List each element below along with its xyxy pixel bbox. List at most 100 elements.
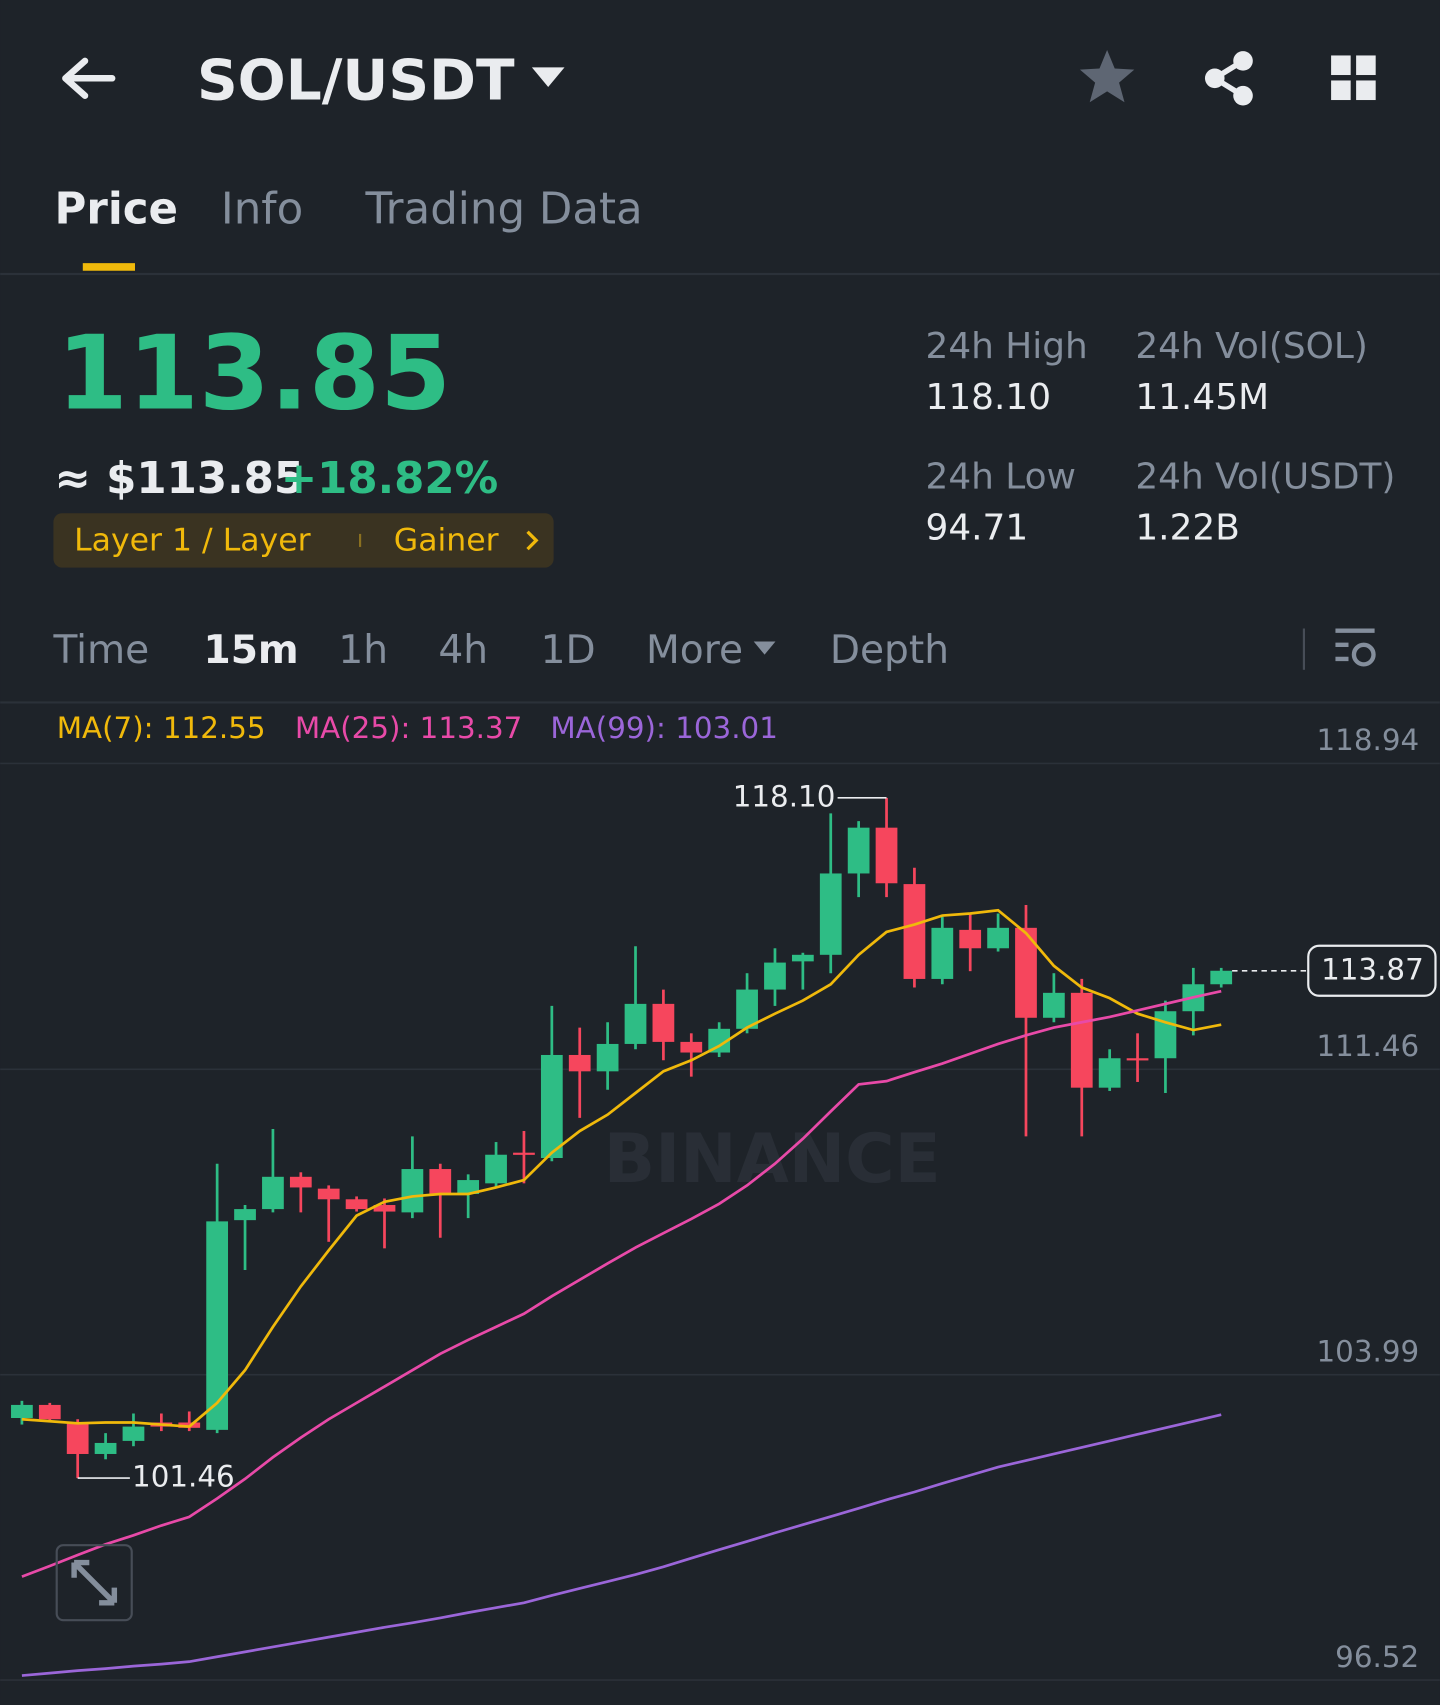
ma-line <box>21 908 1222 1428</box>
stat-value: 11.45M <box>1135 377 1269 418</box>
candle-body <box>1070 992 1093 1088</box>
candle-body <box>122 1426 145 1441</box>
tab-indicator <box>82 263 135 271</box>
interval[interactable]: Depth <box>830 628 949 673</box>
grid-menu-icon[interactable] <box>1331 55 1376 101</box>
share-icon[interactable] <box>1204 51 1253 106</box>
candle-body <box>1098 1058 1121 1088</box>
y-tick-label: 118.94 <box>1316 723 1419 757</box>
tab[interactable]: Trading Data <box>365 185 643 235</box>
candle-body <box>875 827 898 884</box>
candle-body <box>847 827 870 874</box>
stat-value: 1.22B <box>1135 508 1240 549</box>
last-price-label: 113.87 <box>1321 952 1424 986</box>
candle-body <box>206 1221 229 1430</box>
candle-body <box>959 929 982 949</box>
watermark: BINANCE <box>604 1119 941 1198</box>
high-label: 118.10 <box>733 779 836 813</box>
stat-label: 24h High <box>926 326 1088 367</box>
candle-body <box>317 1188 340 1200</box>
candle-body <box>345 1199 368 1210</box>
tab[interactable]: Info <box>221 185 303 235</box>
candle-body <box>513 1152 535 1155</box>
candle-body <box>38 1404 61 1420</box>
candle-body <box>819 873 842 955</box>
candle-body <box>262 1176 284 1210</box>
interval[interactable]: 1D <box>541 628 596 673</box>
tab[interactable]: Price <box>55 185 179 235</box>
y-tick-label: 103.99 <box>1316 1334 1419 1368</box>
candle-body <box>652 1003 675 1042</box>
candle-body <box>1154 1011 1177 1059</box>
expand-button[interactable] <box>55 1544 133 1622</box>
ma-line <box>21 1413 1222 1677</box>
candle-body <box>1210 970 1233 985</box>
last-price-box <box>1307 944 1437 997</box>
candle-body <box>457 1180 480 1194</box>
candle-body <box>624 1003 647 1044</box>
grid: 96.52 103.99 111.46 118.94 <box>0 723 1440 1681</box>
interval[interactable]: 4h <box>438 628 488 673</box>
grid-cell <box>1356 80 1376 101</box>
legend-entry: MA(99): 103.01 <box>550 711 778 745</box>
tag-box[interactable] <box>53 513 554 568</box>
candle-body <box>708 1028 731 1053</box>
last-price: 113.85 <box>57 314 451 433</box>
candle-body <box>429 1169 452 1194</box>
more-dropdown-icon[interactable] <box>753 641 776 655</box>
back-button[interactable] <box>62 57 116 99</box>
pair-dropdown-icon[interactable] <box>531 67 565 87</box>
candle-body <box>680 1041 703 1053</box>
candle-body <box>987 927 1009 949</box>
plot: 118.10 101.46 113.87 <box>11 779 1437 1677</box>
candle-body <box>234 1209 256 1221</box>
legend-entry: MA(25): 113.37 <box>295 711 523 745</box>
stat-label: 24h Vol(USDT) <box>1135 456 1395 497</box>
interval[interactable]: More <box>646 628 743 673</box>
candle-body <box>1126 1058 1149 1061</box>
low-label: 101.46 <box>132 1460 235 1494</box>
candle-body <box>931 927 954 979</box>
pair-title[interactable]: SOL/USDT <box>197 48 515 113</box>
interval[interactable]: 1h <box>338 628 388 673</box>
grid-cell <box>1356 55 1376 76</box>
settings-lines <box>1335 628 1375 662</box>
legend-entry: MA(7): 112.55 <box>57 711 266 745</box>
price-change: +18.82% <box>281 454 499 504</box>
y-tick-label: 96.52 <box>1335 1640 1419 1674</box>
favorite-icon[interactable] <box>1079 50 1135 103</box>
candle-body <box>401 1169 424 1213</box>
candle-body <box>11 1404 33 1419</box>
candle-body <box>736 989 758 1029</box>
candle-body <box>94 1442 117 1454</box>
candle-body <box>903 884 926 979</box>
grid-cell <box>1331 80 1351 101</box>
candle-body <box>764 962 786 990</box>
grid-cell <box>1331 55 1351 76</box>
interval[interactable]: Time <box>52 628 149 673</box>
stat-value: 118.10 <box>926 377 1052 418</box>
fiat-price: ≈ $113.85 <box>55 454 305 504</box>
candle-body <box>568 1054 591 1072</box>
interval[interactable]: 15m <box>203 628 298 673</box>
candle-body <box>1015 927 1037 1018</box>
tag[interactable]: Layer 1 / Layer <box>74 523 311 559</box>
expand-frame <box>55 1544 133 1622</box>
candle-body <box>596 1043 619 1072</box>
stat-label: 24h Low <box>926 456 1076 497</box>
y-tick-label: 111.46 <box>1316 1029 1419 1063</box>
candle-body <box>66 1422 89 1454</box>
candle-body <box>540 1054 563 1158</box>
chart-settings-icon[interactable] <box>1335 628 1376 667</box>
stat-label: 24h Vol(SOL) <box>1135 326 1367 367</box>
expand-icon <box>71 1559 118 1606</box>
settings-gear <box>1351 642 1376 667</box>
ma-line <box>21 989 1222 1578</box>
tag-arrow <box>526 530 539 551</box>
candle-body <box>1043 992 1065 1018</box>
tag[interactable]: Gainer <box>394 523 499 559</box>
stat-value: 94.71 <box>926 508 1029 549</box>
candle-body <box>485 1154 507 1184</box>
